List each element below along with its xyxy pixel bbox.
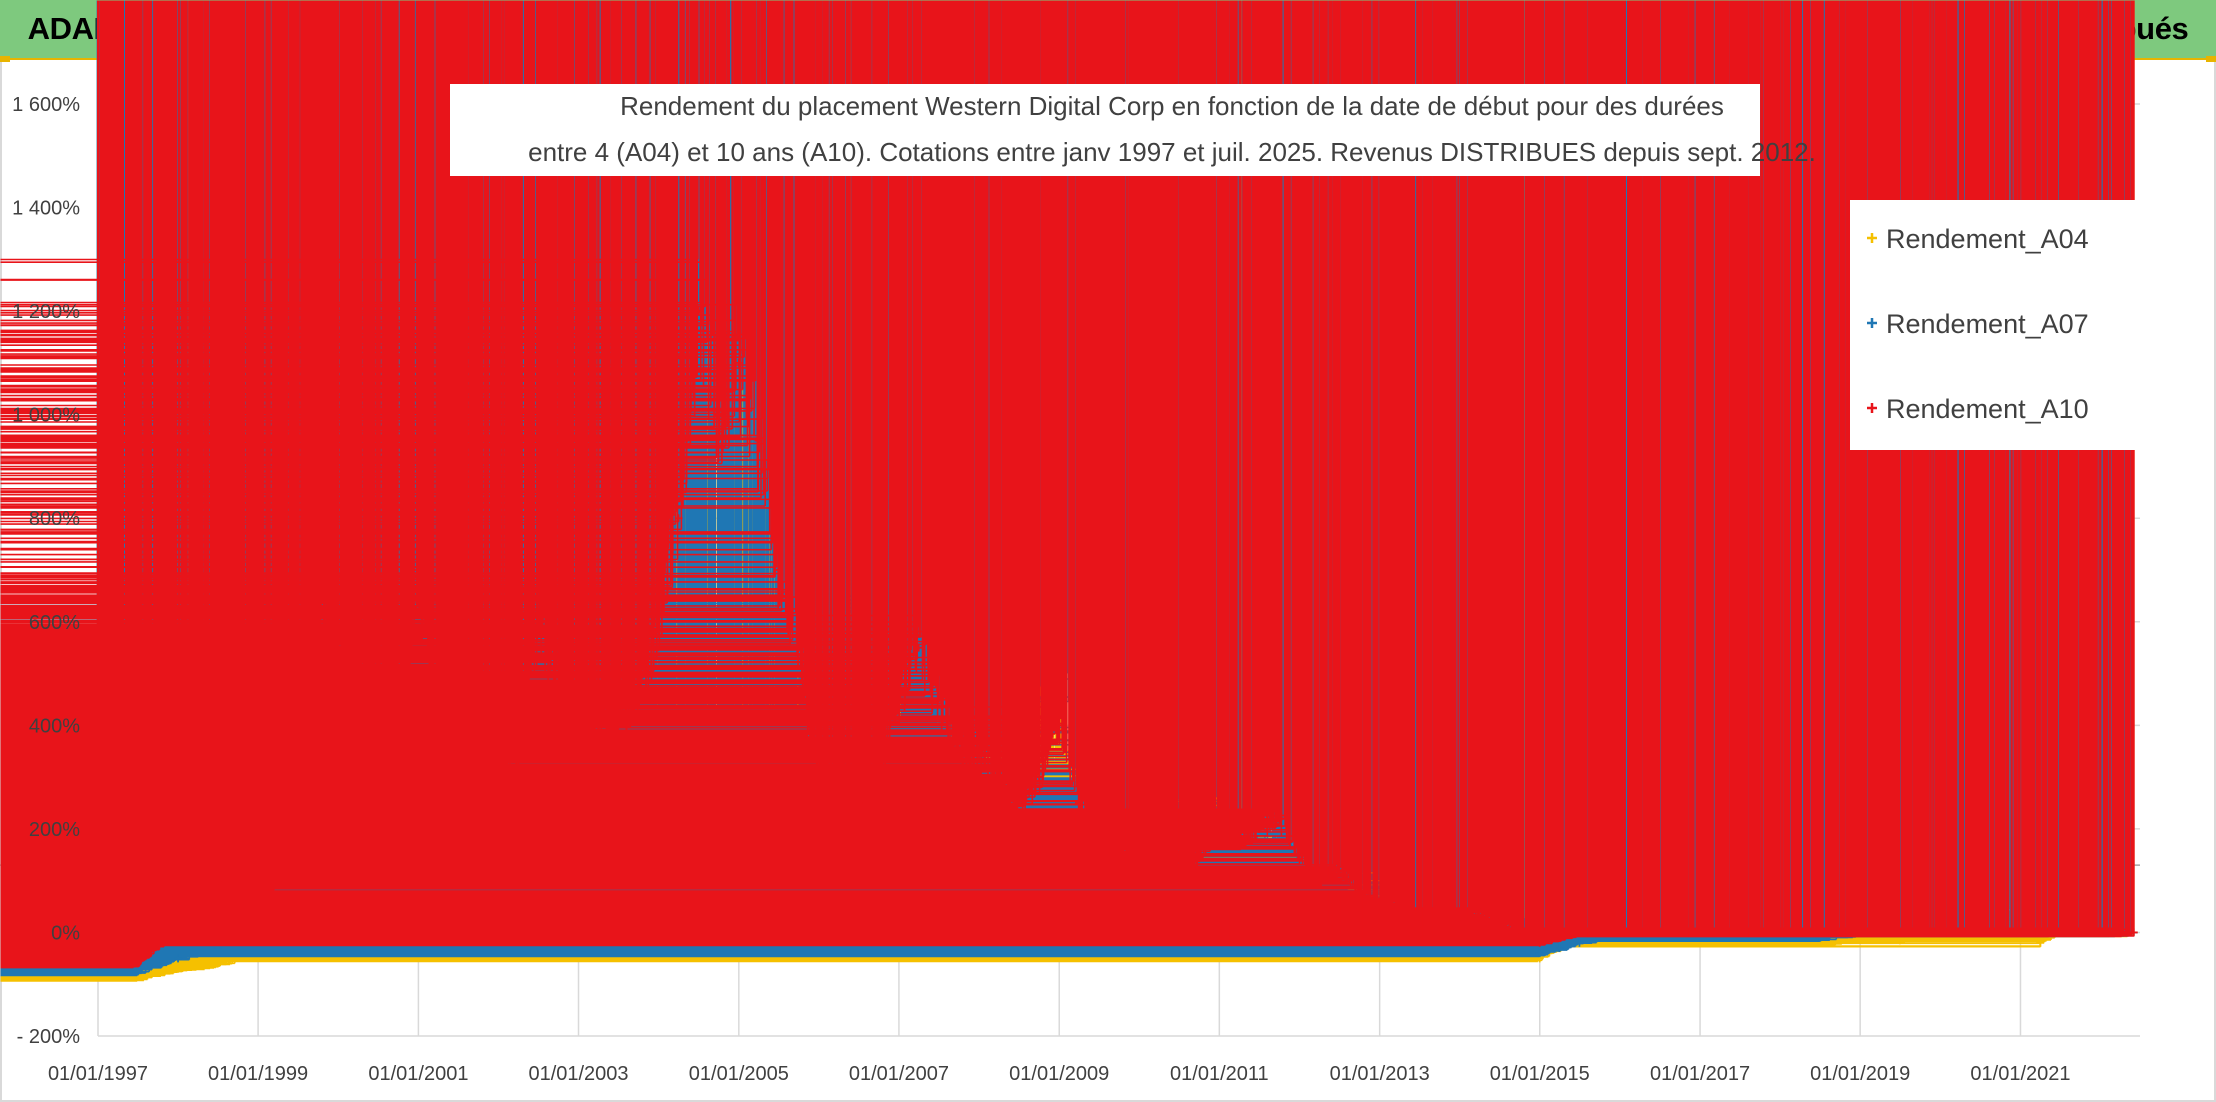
legend-label: Rendement_A07: [1886, 309, 2089, 339]
x-tick-label: 01/01/2009: [1009, 1063, 1109, 1085]
y-tick-label: 1 000%: [12, 405, 80, 427]
y-tick-label: - 200%: [17, 1026, 81, 1048]
y-tick-label: 1 600%: [12, 94, 80, 116]
y-tick-label: 1 200%: [12, 301, 80, 323]
x-tick-label: 01/01/1997: [48, 1063, 148, 1085]
y-tick-label: 600%: [29, 612, 80, 634]
x-tick-label: 01/01/2015: [1490, 1063, 1590, 1085]
y-tick-label: 800%: [29, 508, 80, 530]
data-point: [174, 954, 183, 963]
x-tick-label: 01/01/2013: [1330, 1063, 1430, 1085]
legend: Rendement_A04 Rendement_A07 Rendement_A10: [1850, 200, 2140, 450]
corner-accent-left: [0, 56, 10, 62]
x-tick-label: 01/01/2019: [1810, 1063, 1910, 1085]
chart-title-line-2: entre 4 (A04) et 10 ans (A10). Cotations…: [528, 137, 1816, 167]
x-tick-label: 01/01/2003: [528, 1063, 628, 1085]
y-tick-label: 0%: [51, 922, 80, 944]
x-tick-label: 01/01/2021: [1970, 1063, 2070, 1085]
x-tick-label: 01/01/1999: [208, 1063, 308, 1085]
data-point: [1895, 936, 1904, 945]
data-point: [174, 964, 183, 973]
y-tick-label: 400%: [29, 715, 80, 737]
x-tick-label: 01/01/2005: [689, 1063, 789, 1085]
x-tick-label: 01/01/2017: [1650, 1063, 1750, 1085]
legend-label: Rendement_A10: [1886, 394, 2089, 424]
x-tick-labels: 01/01/1997 01/01/1999 01/01/2001 01/01/2003…: [48, 1063, 2071, 1085]
y-tick-label: 1 400%: [12, 198, 80, 220]
corner-accent-right: [2206, 56, 2216, 62]
data-point: [2036, 938, 2045, 947]
x-tick-label: 01/01/2011: [1170, 1063, 1269, 1085]
y-tick-label: 200%: [29, 819, 80, 841]
x-tick-label: 01/01/2001: [368, 1063, 468, 1085]
chart-title-box: Rendement du placement Western Digital C…: [450, 84, 1816, 176]
chart-title-line-1: Rendement du placement Western Digital C…: [620, 91, 1724, 121]
series-group: [0, 0, 2138, 982]
data-point: [213, 959, 222, 968]
legend-label: Rendement_A04: [1886, 224, 2089, 254]
data-point: [133, 967, 142, 976]
x-tick-label: 01/01/2007: [849, 1063, 949, 1085]
